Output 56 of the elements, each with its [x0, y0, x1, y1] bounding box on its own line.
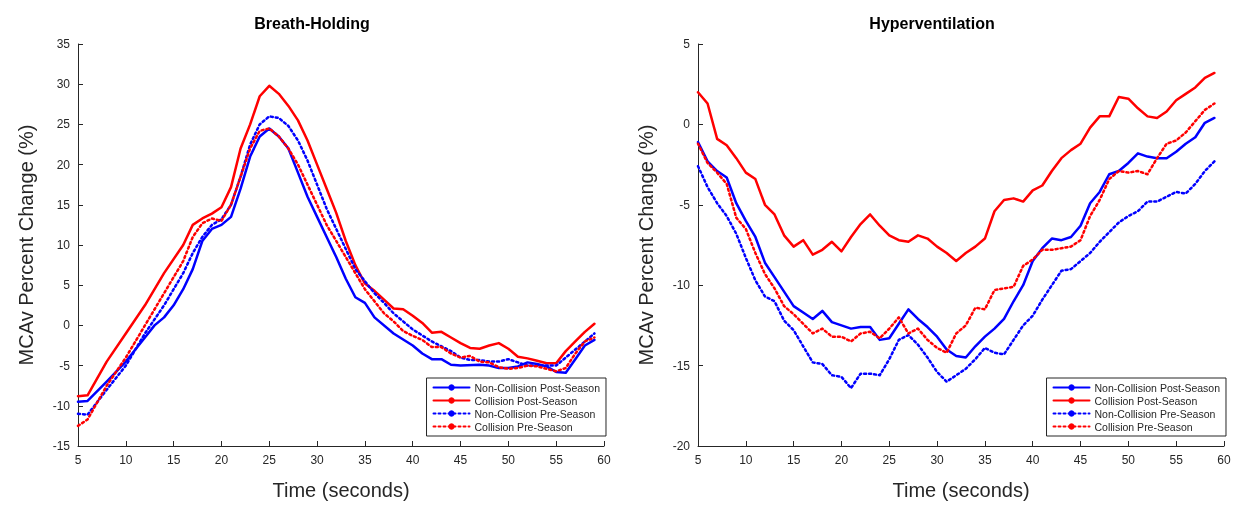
legend-label: Non-Collision Pre-Season	[474, 407, 596, 420]
chart-title: Hyperventilation	[869, 14, 995, 32]
x-tick-label: 15	[166, 453, 181, 467]
y-tick-label: 15	[56, 197, 71, 212]
x-tick-label: 40	[1026, 453, 1040, 467]
x-tick-label: 20	[834, 453, 849, 467]
y-tick-label: -15	[52, 439, 71, 453]
y-tick-label: -15	[672, 358, 691, 373]
legend-label: Non-Collision Post-Season	[1094, 381, 1221, 394]
x-tick-label: 55	[1169, 453, 1184, 467]
x-tick-label: 10	[119, 453, 133, 467]
y-tick-label: 0	[63, 318, 71, 333]
x-tick-label: 20	[214, 453, 229, 467]
x-axis-title: Time (seconds)	[272, 479, 410, 501]
x-tick-label: 25	[262, 453, 277, 467]
y-tick-label: -5	[679, 197, 691, 212]
x-tick-label: 45	[1073, 453, 1088, 467]
x-tick-label: 30	[930, 453, 945, 467]
x-tick-label: 5	[74, 453, 82, 467]
x-tick-label: 50	[1121, 453, 1136, 467]
x-tick-label: 60	[597, 453, 611, 467]
y-tick-label: 25	[56, 117, 71, 132]
x-tick-label: 10	[739, 453, 753, 467]
x-tick-label: 25	[882, 453, 897, 467]
x-tick-label: 30	[310, 453, 325, 467]
x-tick-label: 40	[406, 453, 420, 467]
y-tick-label: -10	[52, 398, 71, 413]
y-tick-label: -5	[59, 358, 71, 373]
x-tick-label: 60	[1217, 453, 1231, 467]
x-tick-label: 35	[978, 453, 992, 467]
y-axis-title: MCAv Percent Change (%)	[635, 124, 657, 366]
y-axis-title: MCAv Percent Change (%)	[15, 124, 37, 366]
y-tick-label: -20	[672, 439, 691, 453]
legend-label: Collision Pre-Season	[1094, 420, 1193, 433]
y-tick-label: -10	[672, 278, 691, 293]
x-tick-label: 45	[453, 453, 468, 467]
y-tick-label: 30	[56, 77, 71, 92]
x-tick-label: 35	[358, 453, 372, 467]
legend-label: Non-Collision Post-Season	[474, 381, 601, 394]
x-tick-label: 5	[694, 453, 702, 467]
legend-label: Collision Post-Season	[474, 394, 578, 407]
x-axis-title: Time (seconds)	[892, 479, 1030, 501]
legend-label: Collision Pre-Season	[474, 420, 573, 433]
y-tick-label: 10	[56, 238, 71, 252]
chart-title: Breath-Holding	[254, 14, 370, 32]
legend-label: Collision Post-Season	[1094, 394, 1198, 407]
y-tick-label: 0	[683, 117, 691, 132]
y-tick-label: 35	[56, 37, 71, 51]
x-tick-label: 15	[786, 453, 801, 467]
line-series	[696, 71, 1216, 263]
y-tick-label: 5	[683, 37, 691, 51]
y-tick-label: 5	[63, 278, 71, 293]
y-tick-label: 20	[56, 157, 71, 172]
x-tick-label: 55	[549, 453, 564, 467]
x-tick-label: 50	[501, 453, 516, 467]
legend-label: Non-Collision Pre-Season	[1094, 407, 1216, 420]
